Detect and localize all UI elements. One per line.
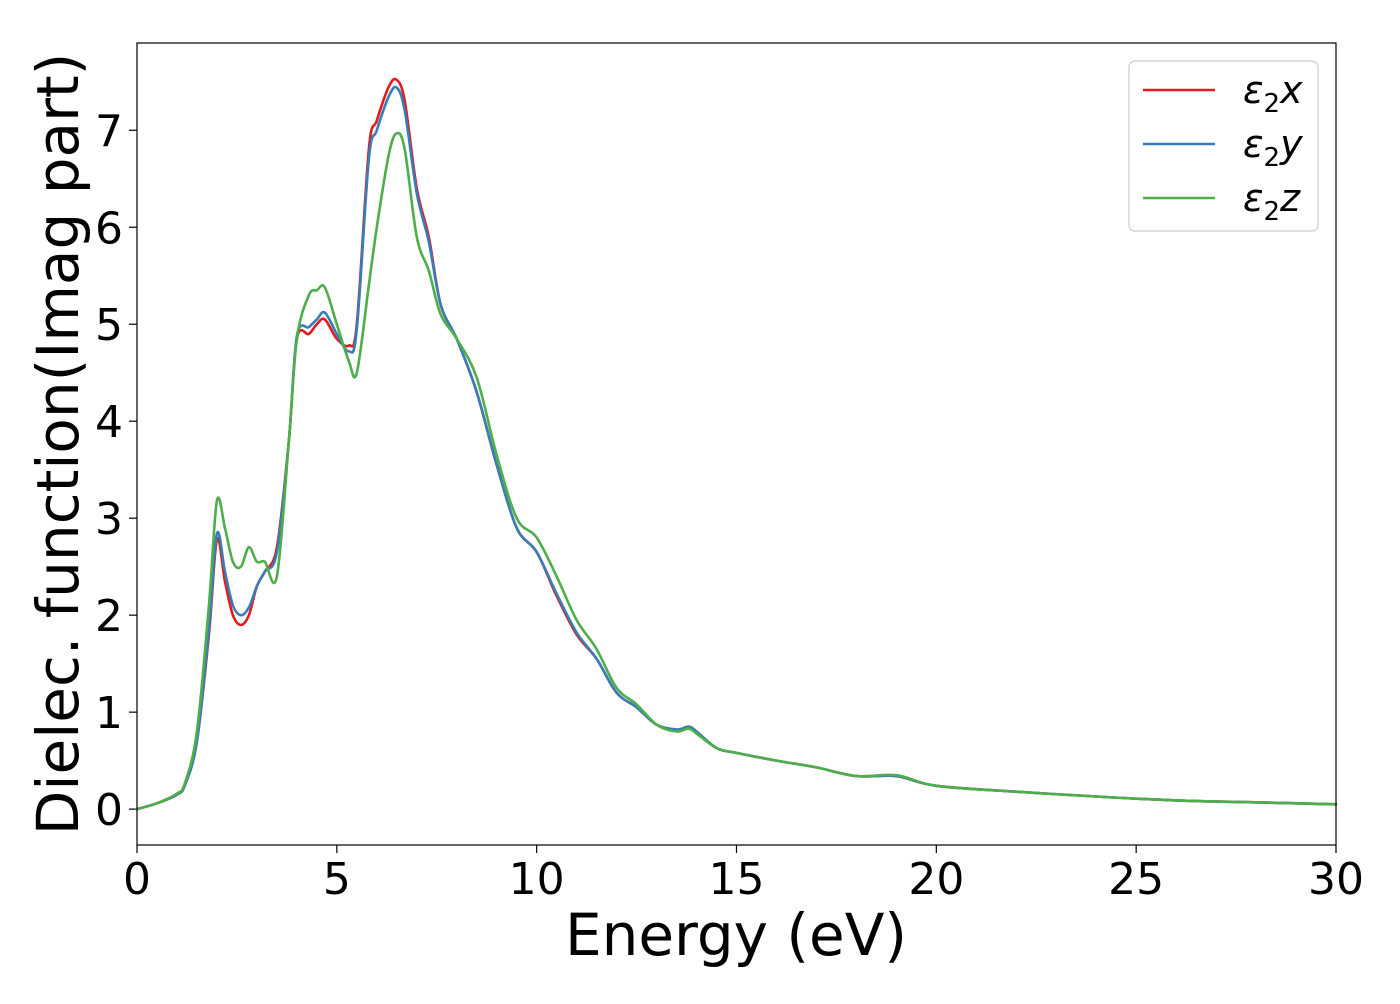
legend-symbol: ε <box>1243 122 1264 166</box>
y-tick-label: 5 <box>95 300 123 351</box>
y-tick-label: 7 <box>95 106 123 157</box>
x-axis-title: Energy (eV) <box>565 901 907 969</box>
legend-axis-letter: y <box>1279 122 1303 166</box>
x-tick-label: 10 <box>509 854 565 905</box>
legend-symbol: ε <box>1243 68 1264 112</box>
x-tick-label: 15 <box>709 854 765 905</box>
legend-subscript: 2 <box>1264 89 1281 119</box>
legend-symbol: ε <box>1243 176 1264 220</box>
legend-label-z: ε2z <box>1243 176 1301 227</box>
x-tick-label: 30 <box>1308 854 1364 905</box>
legend-subscript: 2 <box>1264 197 1281 227</box>
y-tick-label: 4 <box>95 397 123 448</box>
y-tick-label: 2 <box>95 591 123 642</box>
y-tick-label: 1 <box>95 688 123 739</box>
y-axis: 0 1 2 3 4 5 6 7 <box>95 106 137 836</box>
plot-frame <box>136 42 1337 846</box>
y-tick-label: 6 <box>95 203 123 254</box>
y-tick-label: 0 <box>95 785 123 836</box>
x-tick-label: 0 <box>123 854 151 905</box>
legend-subscript: 2 <box>1264 143 1281 173</box>
x-tick-label: 25 <box>1108 854 1164 905</box>
legend-label-x: ε2x <box>1243 68 1303 119</box>
series-lines <box>135 77 1338 811</box>
x-tick-label: 20 <box>908 854 964 905</box>
series-line-z <box>135 131 1338 811</box>
legend-frame <box>1128 60 1319 232</box>
y-axis-title: Dielec. function(Imag part) <box>24 53 92 836</box>
legend-axis-letter: z <box>1279 176 1301 220</box>
legend-label-y: ε2y <box>1243 122 1303 173</box>
y-tick-label: 3 <box>95 494 123 545</box>
legend-axis-letter: x <box>1279 68 1303 112</box>
x-axis: 0 5 10 15 20 25 30 <box>123 845 1364 905</box>
x-tick-label: 5 <box>323 854 351 905</box>
